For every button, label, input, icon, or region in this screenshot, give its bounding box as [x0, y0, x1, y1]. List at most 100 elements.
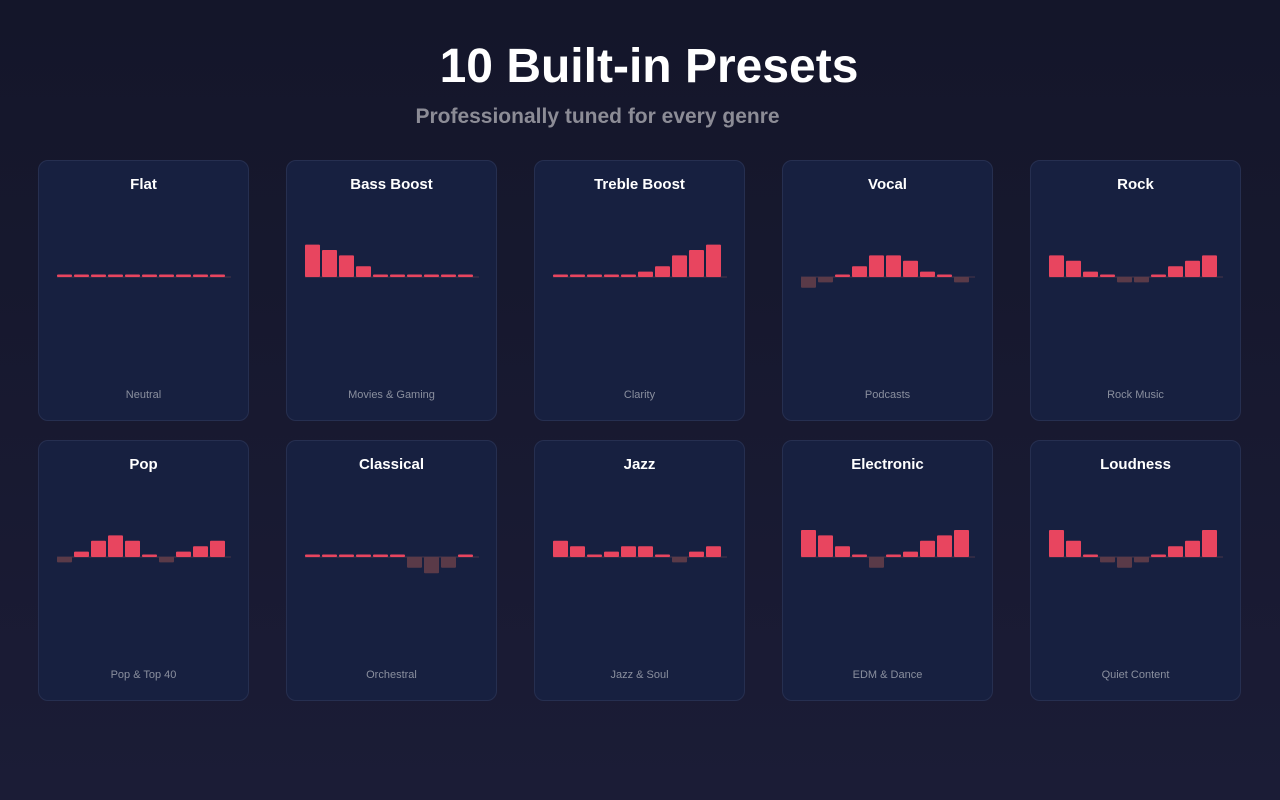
eq-band-bar — [1202, 255, 1217, 277]
eq-band-bar — [1117, 277, 1132, 283]
eq-band-bar — [553, 540, 568, 557]
eq-band-bar — [1185, 260, 1200, 277]
eq-band-bar — [1117, 557, 1132, 568]
eq-band-bar — [142, 274, 157, 277]
eq-band-bar — [441, 274, 456, 277]
eq-band-bar — [322, 250, 337, 277]
preset-card-rock[interactable]: Rock Rock Music — [1030, 160, 1241, 421]
eq-band-bar — [621, 274, 636, 277]
preset-description: Podcasts — [864, 389, 911, 401]
eq-curve-chart — [801, 530, 975, 568]
eq-curve-chart — [305, 244, 479, 278]
eq-curve-chart — [305, 554, 479, 574]
preset-description: Rock Music — [1107, 389, 1164, 401]
eq-band-bar — [176, 274, 191, 277]
preset-card-treble-boost[interactable]: Treble Boost Clarity — [534, 160, 745, 421]
eq-band-bar — [638, 546, 653, 557]
eq-band-bar — [706, 244, 721, 277]
eq-band-bar — [954, 277, 969, 283]
preset-description: Orchestral — [366, 669, 417, 681]
eq-band-bar — [142, 554, 157, 557]
eq-band-bar — [954, 530, 969, 557]
eq-band-bar — [886, 554, 901, 557]
preset-name: Electronic — [851, 456, 924, 473]
eq-band-bar — [835, 546, 850, 557]
eq-band-bar — [339, 554, 354, 557]
eq-band-bar — [108, 535, 123, 557]
eq-band-bar — [424, 274, 439, 277]
eq-band-bar — [1151, 554, 1166, 557]
eq-band-bar — [74, 274, 89, 277]
preset-card-pop[interactable]: Pop Pop & Top 40 — [38, 440, 249, 701]
preset-card-jazz[interactable]: Jazz Jazz & Soul — [534, 440, 745, 701]
eq-band-bar — [604, 551, 619, 557]
preset-name: Flat — [130, 176, 157, 193]
eq-band-bar — [672, 255, 687, 277]
eq-curve-chart — [801, 255, 975, 288]
eq-band-bar — [689, 250, 704, 277]
eq-band-bar — [1049, 255, 1064, 277]
eq-band-bar — [852, 554, 867, 557]
preset-card-classical[interactable]: Classical Orchestral — [286, 440, 497, 701]
preset-card-vocal[interactable]: Vocal Podcasts — [782, 160, 993, 421]
eq-band-bar — [458, 554, 473, 557]
eq-band-bar — [886, 255, 901, 277]
preset-name: Rock — [1117, 176, 1154, 193]
preset-description: Pop & Top 40 — [110, 669, 177, 681]
eq-curve-chart — [57, 535, 231, 563]
eq-curve-chart — [57, 274, 231, 278]
eq-band-bar — [322, 554, 337, 557]
eq-band-bar — [672, 557, 687, 563]
eq-band-bar — [356, 554, 371, 557]
eq-band-bar — [689, 551, 704, 557]
preset-description: Clarity — [623, 389, 656, 401]
eq-band-bar — [424, 557, 439, 574]
eq-band-bar — [193, 546, 208, 557]
eq-band-bar — [108, 274, 123, 277]
eq-curve-chart — [1049, 255, 1223, 283]
preset-name: Vocal — [868, 176, 907, 193]
page-title: 10 Built-in Presets — [439, 40, 859, 93]
eq-band-bar — [587, 554, 602, 557]
eq-curve-chart — [1049, 530, 1223, 568]
eq-band-bar — [604, 274, 619, 277]
preset-card-electronic[interactable]: Electronic EDM & Dance — [782, 440, 993, 701]
eq-band-bar — [937, 535, 952, 557]
preset-card-flat[interactable]: Flat Neutral — [38, 160, 249, 421]
eq-band-bar — [339, 255, 354, 277]
eq-band-bar — [1066, 540, 1081, 557]
eq-band-bar — [305, 554, 320, 557]
preset-card-bass-boost[interactable]: Bass Boost Movies & Gaming — [286, 160, 497, 421]
preset-description: Movies & Gaming — [348, 389, 435, 401]
eq-band-bar — [373, 274, 388, 277]
eq-band-bar — [655, 554, 670, 557]
eq-band-bar — [373, 554, 388, 557]
eq-band-bar — [1134, 557, 1149, 563]
eq-band-bar — [159, 274, 174, 277]
eq-band-bar — [869, 255, 884, 277]
preset-name: Loudness — [1100, 456, 1171, 473]
eq-band-bar — [801, 530, 816, 557]
eq-band-bar — [818, 277, 833, 283]
eq-band-bar — [390, 554, 405, 557]
preset-name: Treble Boost — [594, 176, 685, 193]
eq-band-bar — [801, 277, 816, 288]
eq-band-bar — [920, 540, 935, 557]
eq-band-bar — [74, 551, 89, 557]
eq-band-bar — [937, 274, 952, 277]
preset-grid: Flat Neutral Bass Boost Movies & Gaming … — [38, 160, 1241, 701]
preset-name: Pop — [129, 456, 158, 473]
eq-band-bar — [1134, 277, 1149, 283]
eq-band-bar — [903, 551, 918, 557]
eq-band-bar — [835, 274, 850, 277]
eq-band-bar — [638, 271, 653, 277]
eq-band-bar — [1083, 554, 1098, 557]
preset-card-loudness[interactable]: Loudness Quiet Content — [1030, 440, 1241, 701]
eq-band-bar — [852, 266, 867, 277]
eq-band-bar — [920, 271, 935, 277]
eq-band-bar — [458, 274, 473, 277]
eq-band-bar — [587, 274, 602, 277]
eq-band-bar — [407, 274, 422, 277]
page-subtitle: Professionally tuned for every genre — [415, 105, 780, 128]
eq-band-bar — [159, 557, 174, 563]
